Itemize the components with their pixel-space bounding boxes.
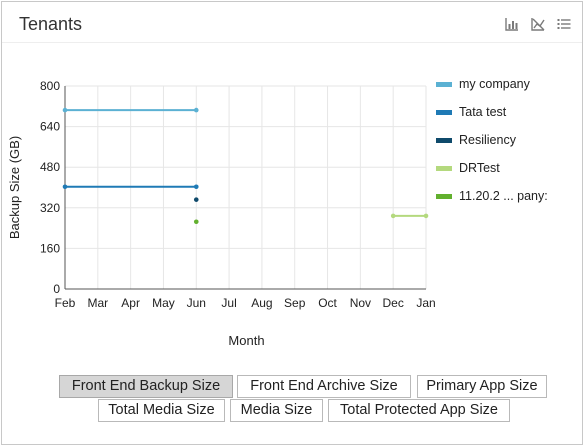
y-tick-label: 480 xyxy=(40,160,60,174)
data-point xyxy=(62,107,68,113)
y-tick-label: 640 xyxy=(40,120,60,134)
primary-app-size-button[interactable]: Primary App Size xyxy=(417,375,547,398)
x-tick-label: Apr xyxy=(121,296,140,310)
x-axis-title: Month xyxy=(228,333,264,348)
list-icon[interactable] xyxy=(556,16,572,32)
data-point xyxy=(390,213,396,219)
x-tick-label: Feb xyxy=(55,296,76,310)
y-tick-label: 320 xyxy=(40,201,60,215)
legend-label: Resiliency xyxy=(459,133,517,147)
y-tick-label: 0 xyxy=(53,282,60,296)
data-point xyxy=(62,184,68,190)
data-point xyxy=(423,213,429,219)
x-tick-label: Dec xyxy=(383,296,404,310)
legend-label: DRTest xyxy=(459,161,500,175)
legend-label: my company xyxy=(459,77,531,91)
x-tick-label: Jun xyxy=(187,296,206,310)
x-tick-label: Aug xyxy=(251,296,272,310)
legend-label: Tata test xyxy=(459,105,507,119)
total-media-size-button[interactable]: Total Media Size xyxy=(98,399,225,422)
panel-header: Tenants xyxy=(2,2,582,43)
data-point xyxy=(193,184,199,190)
data-point xyxy=(193,197,199,202)
x-tick-label: Sep xyxy=(284,296,306,310)
chart-off-icon[interactable] xyxy=(530,16,546,32)
media-size-button[interactable]: Media Size xyxy=(230,399,323,422)
y-tick-label: 160 xyxy=(40,241,60,255)
legend-label: 11.20.2 ... pany: xyxy=(459,189,548,203)
legend-swatch xyxy=(436,110,452,115)
front-end-backup-size-button[interactable]: Front End Backup Size xyxy=(59,375,233,398)
legend-swatch xyxy=(436,138,452,143)
x-tick-label: Jan xyxy=(416,296,435,310)
legend-swatch xyxy=(436,82,452,87)
backup-size-chart: 0 160 320 480 640 800 Feb Mar Apr May Jun Jul Aug Sep… xyxy=(7,77,548,348)
data-point xyxy=(193,219,199,225)
x-tick-label: Oct xyxy=(318,296,337,310)
front-end-archive-size-button[interactable]: Front End Archive Size xyxy=(237,375,411,398)
bar-chart-icon[interactable] xyxy=(504,16,520,32)
x-tick-label: May xyxy=(152,296,175,310)
panel-title: Tenants xyxy=(19,14,83,34)
total-protected-app-size-button[interactable]: Total Protected App Size xyxy=(328,399,510,422)
x-tick-label: Jul xyxy=(221,296,236,310)
data-point xyxy=(193,107,199,113)
x-tick-label: Mar xyxy=(87,296,108,310)
y-tick-label: 800 xyxy=(40,79,60,93)
x-tick-label: Nov xyxy=(350,296,371,310)
legend-swatch xyxy=(436,194,452,199)
y-axis-title: Backup Size (GB) xyxy=(7,136,22,239)
legend-swatch xyxy=(436,166,452,171)
